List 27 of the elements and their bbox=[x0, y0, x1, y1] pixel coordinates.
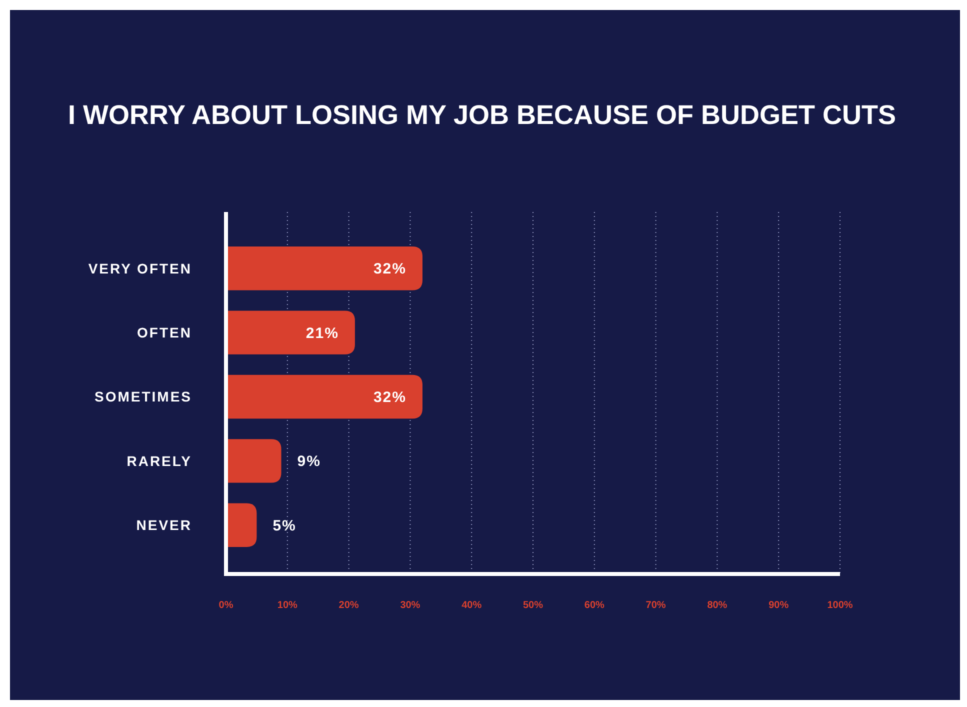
bar bbox=[226, 246, 422, 290]
x-tick-label: 70% bbox=[646, 600, 666, 611]
x-tick-label: 20% bbox=[338, 600, 359, 611]
x-tick-label: 30% bbox=[400, 600, 420, 611]
x-tick-label: 60% bbox=[584, 600, 605, 611]
x-tick-label: 40% bbox=[462, 600, 482, 611]
bar bbox=[226, 503, 257, 547]
x-tick-label: 80% bbox=[707, 600, 728, 611]
x-tick-label: 90% bbox=[768, 600, 789, 611]
x-tick-label: 0% bbox=[218, 600, 234, 611]
x-tick-label: 10% bbox=[277, 600, 298, 611]
y-tick-label: SOMETIMES bbox=[94, 388, 192, 405]
y-tick-label: NEVER bbox=[136, 517, 192, 534]
data-label: 32% bbox=[373, 260, 406, 278]
x-tick-label: 100% bbox=[827, 600, 853, 611]
x-tick-label: 50% bbox=[522, 600, 544, 611]
y-tick-label: OFTEN bbox=[137, 324, 192, 340]
bar bbox=[226, 374, 422, 419]
y-tick-label: RARELY bbox=[126, 452, 192, 469]
bar bbox=[226, 439, 282, 483]
data-label: 21% bbox=[306, 324, 339, 342]
chart-title: I WORRY ABOUT LOSING MY JOB BECAUSE OF BUDGET CUTS bbox=[68, 100, 896, 130]
bar bbox=[226, 310, 355, 354]
y-tick-label: VERY OFTEN bbox=[88, 260, 192, 276]
data-label: 32% bbox=[373, 389, 406, 406]
data-label: 9% bbox=[297, 453, 321, 470]
data-label: 5% bbox=[272, 517, 296, 534]
